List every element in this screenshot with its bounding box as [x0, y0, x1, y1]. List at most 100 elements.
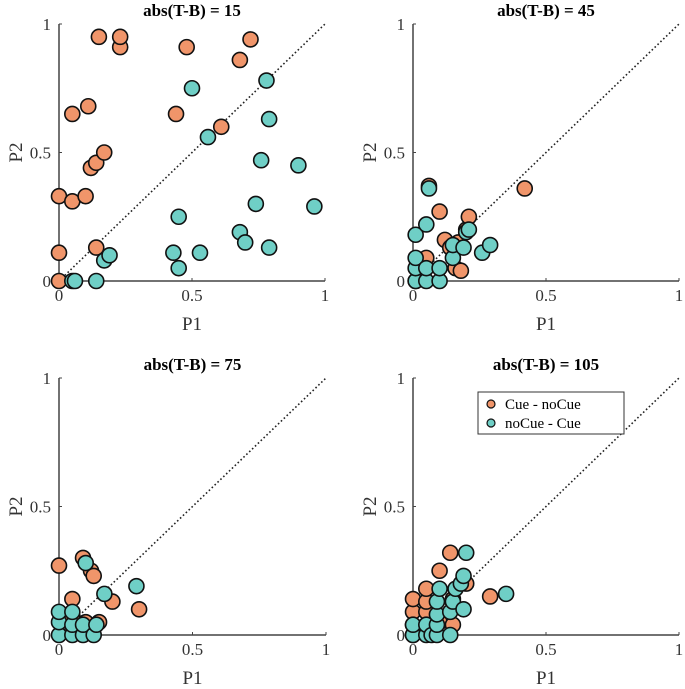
- data-point: [50, 244, 68, 262]
- legend: Cue - noCue noCue - Cue: [477, 391, 625, 435]
- y-tick-label: 1: [397, 15, 406, 34]
- series-nocue-cue: [407, 180, 499, 290]
- panel-title: abs(T-B) = 105: [493, 355, 599, 374]
- data-point: [64, 603, 81, 621]
- x-tick-label: 0.5: [181, 286, 202, 305]
- data-point: [407, 249, 424, 267]
- data-point: [441, 626, 459, 644]
- data-point: [455, 567, 472, 585]
- panel-2: abs(T-B) = 45 0 0.5 1 0 0.5 1 P1 P2: [360, 1, 683, 335]
- data-point: [212, 118, 230, 136]
- panel-title: abs(T-B) = 15: [143, 1, 241, 20]
- x-tick-label: 0: [409, 286, 418, 305]
- data-point: [236, 234, 254, 251]
- series-nocue-cue: [404, 544, 515, 644]
- x-tick-label: 1: [322, 640, 331, 659]
- x-tick-label: 0: [409, 640, 418, 659]
- y-tick-label: 0.5: [384, 144, 405, 163]
- y-tick-label: 1: [43, 15, 52, 34]
- data-point: [95, 144, 113, 161]
- panel-4: abs(T-B) = 105 0 0.5 1 0 0.5 1 P1 P2 Cue - noCue n…: [360, 355, 683, 689]
- data-point: [87, 272, 105, 290]
- data-point: [247, 195, 265, 213]
- x-tick-label: 0.5: [182, 640, 203, 659]
- data-point: [66, 272, 84, 290]
- data-point: [455, 239, 472, 256]
- data-point: [170, 259, 187, 277]
- x-tick-label: 0.5: [535, 286, 556, 305]
- x-tick-label: 0.5: [535, 640, 556, 659]
- data-point: [260, 239, 278, 256]
- data-point: [191, 244, 209, 262]
- y-tick-label: 0: [43, 272, 52, 291]
- x-tick-label: 1: [675, 286, 684, 305]
- data-point: [167, 105, 185, 123]
- y-axis-label: P2: [360, 142, 381, 162]
- data-point: [306, 198, 323, 215]
- data-point: [407, 226, 424, 244]
- data-point: [77, 554, 94, 572]
- data-point: [252, 151, 270, 169]
- diagonal-line: [412, 377, 680, 636]
- data-point: [457, 544, 475, 562]
- series-nocue-cue: [50, 554, 145, 644]
- x-axis-label: P1: [536, 668, 556, 689]
- data-point: [290, 157, 307, 174]
- panel-1: abs(T-B) = 15 0 0.5 1 0 0.5 1 P1 P2: [6, 1, 329, 335]
- data-point: [431, 580, 448, 598]
- data-point: [516, 180, 534, 197]
- data-point: [101, 247, 118, 264]
- data-point: [481, 236, 499, 254]
- data-point: [231, 51, 249, 69]
- data-point: [111, 28, 129, 46]
- y-tick-label: 1: [397, 369, 406, 388]
- x-tick-label: 1: [321, 286, 330, 305]
- data-point: [431, 203, 448, 220]
- data-point: [170, 208, 187, 226]
- data-point: [88, 616, 105, 634]
- legend-box: [477, 391, 625, 435]
- diagonal-line: [58, 23, 326, 282]
- legend-marker: [486, 418, 496, 428]
- data-point: [431, 259, 448, 277]
- data-point: [87, 239, 105, 256]
- legend-entry-label: Cue - noCue: [505, 397, 581, 413]
- data-point: [96, 585, 113, 603]
- x-tick-label: 0: [55, 286, 64, 305]
- series-nocue-cue: [64, 72, 323, 290]
- data-point: [260, 110, 278, 128]
- data-point: [431, 562, 448, 580]
- data-point: [455, 600, 472, 618]
- y-tick-label: 0.5: [384, 498, 405, 517]
- diagonal-line: [412, 23, 680, 282]
- y-tick-label: 0.5: [30, 144, 51, 163]
- x-axis-label: P1: [536, 314, 556, 335]
- data-point: [404, 590, 422, 608]
- data-point: [79, 97, 97, 115]
- y-tick-label: 1: [43, 369, 52, 388]
- data-point: [441, 544, 459, 562]
- legend-entry-label: noCue - Cue: [505, 416, 581, 432]
- data-point: [258, 72, 275, 89]
- data-point: [452, 262, 470, 280]
- data-point: [165, 244, 182, 262]
- data-point: [77, 187, 94, 205]
- panel-title: abs(T-B) = 75: [144, 355, 242, 374]
- data-point: [497, 585, 515, 603]
- data-point: [417, 216, 435, 233]
- data-point: [481, 588, 499, 605]
- data-point: [85, 567, 103, 585]
- y-tick-label: 0: [397, 626, 406, 645]
- data-point: [199, 128, 217, 146]
- data-point: [64, 105, 81, 123]
- legend-marker: [486, 399, 496, 409]
- y-tick-label: 0: [397, 272, 406, 291]
- data-point: [90, 28, 108, 46]
- series-cue-nocue: [50, 28, 259, 290]
- panel-title: abs(T-B) = 45: [497, 1, 595, 20]
- y-axis-label: P2: [360, 496, 381, 516]
- diagonal-line: [58, 377, 327, 636]
- data-point: [242, 31, 259, 48]
- data-point: [420, 180, 438, 197]
